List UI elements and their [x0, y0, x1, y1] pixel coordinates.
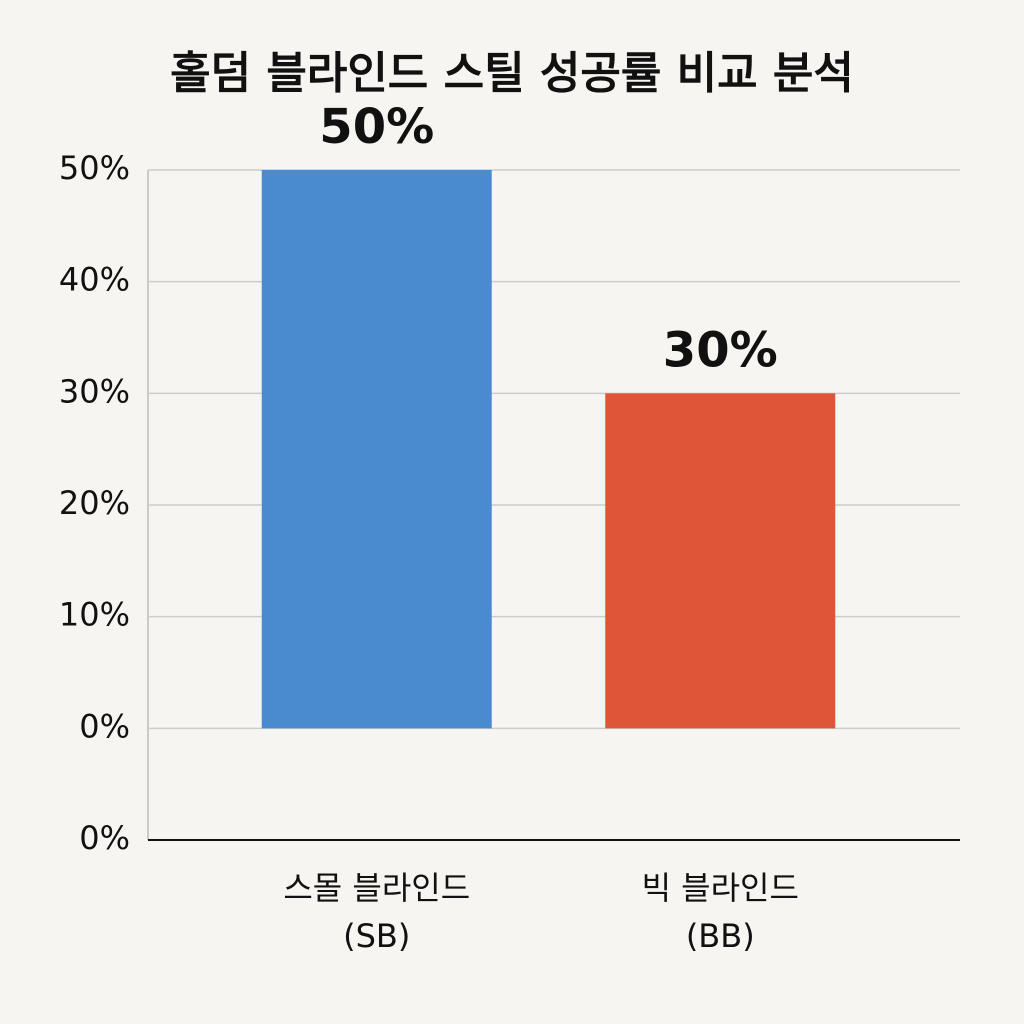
- y-tick-label: 40%: [59, 261, 130, 299]
- data-label: 50%: [319, 99, 434, 155]
- y-tick-label: 30%: [59, 372, 130, 410]
- data-label: 30%: [663, 322, 778, 378]
- chart-title: 홀덤 블라인드 스틸 성공률 비교 분석: [170, 48, 854, 99]
- y-tick-label: 0%: [79, 707, 130, 745]
- y-tick-label: 0%: [79, 819, 130, 857]
- bar: [605, 393, 836, 729]
- x-tick-label: 빅 블라인드 (BB): [641, 869, 799, 955]
- y-tick-label: 10%: [59, 596, 130, 634]
- y-tick-label: 20%: [59, 484, 130, 522]
- bar: [261, 170, 492, 729]
- x-tick-label: 스몰 블라인드 (SB): [283, 869, 471, 955]
- y-tick-label: 50%: [59, 149, 130, 187]
